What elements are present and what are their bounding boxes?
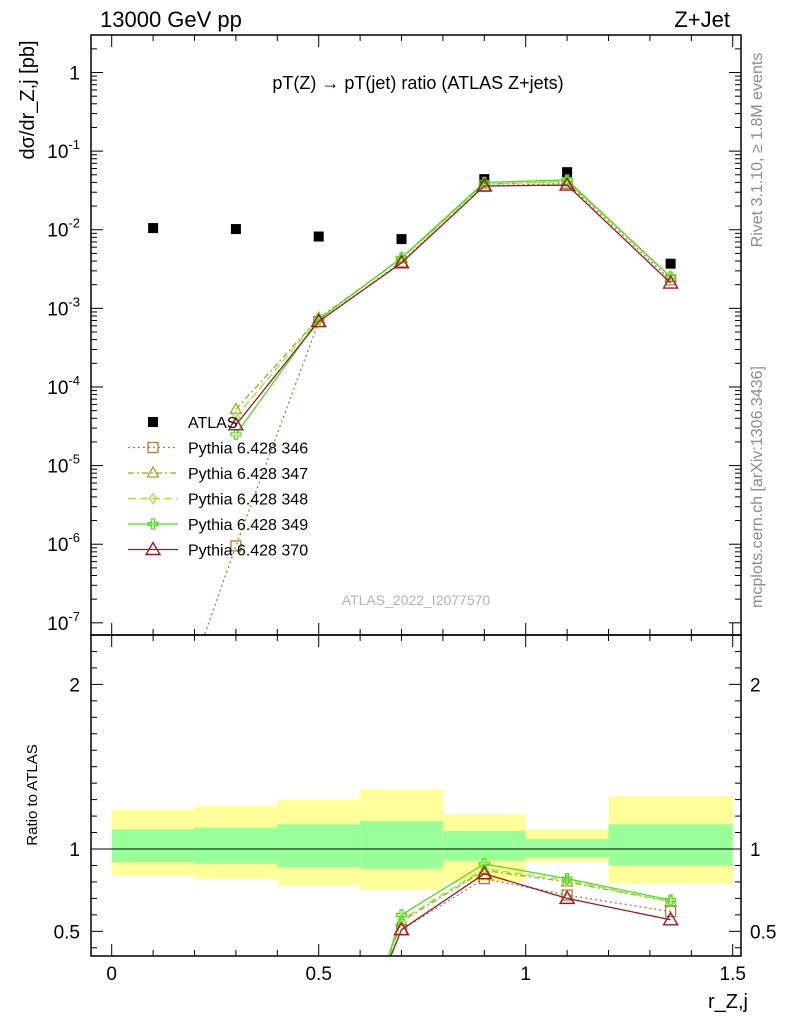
header-right: Z+Jet [674,7,730,32]
y-tick-label: 10-3 [47,294,80,320]
main-plot-area [148,167,679,635]
legend: ATLAS Pythia 6.428 346 Pythia 6.428 347 Pyt… [128,415,308,560]
ratio-point [476,865,493,880]
data-point [396,234,407,245]
ratio-point [662,911,679,926]
ratio-frame [90,634,742,957]
ratio-y-tick-label: 0.5 [54,922,80,943]
legend-marker [144,541,162,556]
legend-label: Pythia 6.428 349 [188,517,308,534]
ratio-y-tick-label-right: 1 [750,840,761,861]
ratio-y-tick-label-right: 0.5 [750,922,776,943]
header-left: 13000 GeV pp [100,7,242,32]
ratio-point [558,889,576,905]
series-line [235,184,672,426]
legend-marker [146,465,160,478]
ratio-line [390,872,671,956]
uncertainty-band-inner [360,821,443,869]
data-point [476,177,493,192]
legend-label: Pythia 6.428 348 [188,492,308,509]
uncertainty-band-inner [194,827,278,864]
rivet-label: Rivet 3.1.10, ≥ 1.8M events [749,53,766,248]
uncertainty-band-inner [608,824,733,866]
ratio-y-tick-label: 2 [69,675,80,696]
uncertainty-band-inner [277,824,361,868]
ratio-y-tick-label: 1 [69,840,80,861]
series-line [235,180,672,418]
series-line [235,180,672,410]
mcplots-label: mcplots.cern.ch [arXiv:1306.3436] [749,366,766,608]
data-point [313,231,324,242]
ratio-point [561,873,573,885]
ratio-panel: 0 0.5 1 1.50.5 0.51 12 2 [54,634,776,985]
legend-label: Pythia 6.428 370 [188,543,308,560]
data-point [665,258,676,269]
y-tick-label: 10-1 [47,137,80,163]
ratio-ylabel: Ratio to ATLAS [24,744,41,845]
data-point [230,540,242,552]
data-point [558,176,576,191]
data-point [310,313,327,328]
legend-marker [148,417,158,427]
ratio-y-tick-label-right: 2 [750,675,761,696]
legend-label: ATLAS [188,415,238,432]
y-tick-label: 10-5 [47,452,80,478]
legend-label: Pythia 6.428 347 [188,466,308,483]
data-point [148,223,159,234]
uncertainty-band-inner [111,829,195,863]
legend-marker [147,518,159,530]
x-tick-label: 0.5 [305,964,331,985]
data-point [230,224,241,235]
ratio-point [393,921,410,936]
ratio-plot-area [387,858,679,956]
y-tick-label: 10-7 [47,609,80,635]
y-tick-label: 10-6 [47,530,80,556]
watermark: ATLAS_2022_I2077570 [342,592,491,608]
legend-label: Pythia 6.428 346 [188,441,308,458]
uncertainty-band-inner [525,839,609,858]
y-tick-label: 1 [69,64,80,85]
data-point [478,176,490,189]
x-tick-label: 1 [520,964,531,985]
chart-title: pT(Z) → pT(jet) ratio (ATLAS Z+jets) [272,73,563,93]
data-point [393,254,410,269]
y-tick-label: 10-4 [47,373,80,399]
data-point [562,167,573,178]
data-point [229,401,243,414]
series-line [235,179,672,435]
ratio-xlabel: r_Z,j [708,991,748,1013]
main-ylabel: dσ/dr_Z,j [pb] [17,40,39,159]
data-point [313,313,325,326]
ratio-point [478,858,490,870]
y-tick-label: 10-2 [47,216,80,242]
ratio-point [397,913,406,926]
ratio-point [665,894,677,906]
ratio-point [395,909,408,921]
data-point [231,410,241,423]
x-tick-label: 1.5 [720,964,746,985]
main-panel: 1 10-1 10-2 10-3 10-4 10-5 10-6 10-7 [47,34,742,956]
data-point [227,416,245,431]
uncertainty-band-inner [442,830,526,861]
legend-marker [148,492,158,505]
legend-marker [147,441,159,454]
ratio-line [387,863,671,956]
x-tick-label: 0 [106,964,117,985]
data-point [662,274,679,289]
